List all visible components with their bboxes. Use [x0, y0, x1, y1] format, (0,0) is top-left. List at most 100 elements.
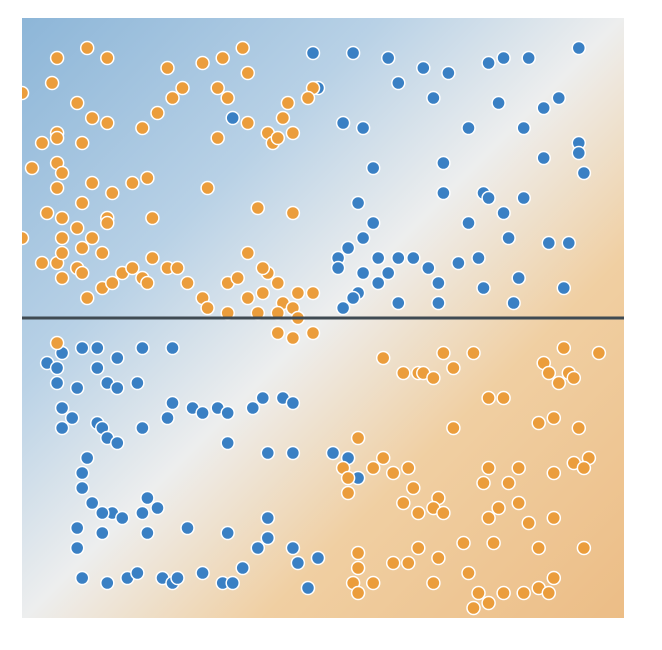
orange-data-point [456, 535, 471, 551]
blue-data-point [225, 110, 240, 126]
blue-data-point [436, 155, 451, 171]
blue-data-point [110, 350, 125, 366]
orange-data-point [365, 575, 381, 591]
blue-data-point [220, 525, 235, 541]
orange-data-point [255, 285, 271, 301]
blue-data-point [496, 205, 511, 221]
orange-data-point [24, 160, 40, 176]
blue-data-point [225, 575, 240, 591]
orange-data-point [54, 230, 70, 246]
blue-data-point [481, 190, 496, 206]
orange-data-point [100, 215, 115, 231]
orange-data-point [350, 560, 366, 576]
orange-data-point [54, 270, 70, 286]
orange-data-point [466, 345, 481, 361]
orange-data-point [350, 585, 366, 601]
blue-data-point [195, 565, 210, 581]
blue-data-point [571, 145, 587, 161]
blue-data-point [95, 525, 110, 541]
orange-data-point [285, 330, 301, 346]
orange-data-point [49, 180, 65, 196]
blue-data-point [536, 100, 551, 116]
blue-data-point [541, 235, 557, 251]
orange-data-point [481, 510, 496, 526]
orange-data-point [546, 570, 562, 586]
classification-plot [22, 18, 624, 618]
orange-data-point [49, 335, 65, 351]
blue-data-point [69, 540, 85, 556]
orange-data-point [240, 65, 256, 81]
blue-data-point [556, 280, 572, 296]
blue-data-point [471, 250, 486, 266]
orange-data-point [200, 180, 215, 196]
blue-data-point [516, 120, 531, 136]
blue-data-point [335, 115, 351, 131]
blue-data-point [285, 395, 301, 411]
orange-data-point [160, 60, 175, 76]
blue-data-point [130, 565, 145, 581]
blue-data-point [100, 575, 115, 591]
blue-data-point [79, 450, 95, 466]
blue-data-point [49, 375, 65, 391]
blue-data-point [576, 165, 592, 181]
orange-data-point [220, 90, 235, 106]
orange-data-point [150, 105, 165, 121]
blue-data-point [536, 150, 551, 166]
orange-data-point [431, 550, 446, 566]
orange-data-point [79, 40, 95, 56]
orange-data-point [44, 75, 60, 91]
blue-data-point [74, 480, 90, 496]
blue-data-point [135, 340, 150, 356]
scatter-plot-svg [22, 18, 624, 618]
orange-data-point [496, 390, 511, 406]
orange-data-point [270, 130, 286, 146]
orange-data-point [396, 365, 411, 381]
orange-data-point [84, 230, 100, 246]
orange-data-point [300, 90, 316, 106]
orange-data-point [340, 485, 356, 501]
blue-data-point [370, 250, 386, 266]
orange-data-point [250, 200, 266, 216]
orange-data-point [375, 350, 391, 366]
orange-data-point [215, 50, 230, 66]
blue-data-point [130, 375, 145, 391]
orange-data-point [591, 345, 607, 361]
blue-data-point [300, 580, 316, 596]
blue-data-point [365, 215, 381, 231]
blue-data-point [69, 520, 85, 536]
orange-data-point [541, 585, 557, 601]
blue-data-point [290, 555, 306, 571]
blue-data-point [74, 340, 90, 356]
orange-data-point [501, 475, 516, 491]
blue-data-point [561, 235, 577, 251]
blue-data-point [370, 275, 386, 291]
orange-data-point [49, 130, 65, 146]
blue-data-point [260, 510, 276, 526]
orange-data-point [69, 95, 85, 111]
blue-data-point [345, 290, 361, 306]
orange-data-point [240, 290, 256, 306]
orange-data-point [275, 110, 291, 126]
orange-data-point [375, 450, 391, 466]
blue-data-point [160, 410, 175, 426]
orange-data-point [571, 420, 587, 436]
orange-data-point [22, 230, 30, 246]
blue-data-point [340, 240, 356, 256]
blue-data-point [285, 445, 301, 461]
orange-data-point [235, 40, 250, 56]
orange-data-point [446, 360, 461, 376]
orange-data-point [105, 185, 120, 201]
orange-data-point [210, 80, 225, 96]
orange-data-point [385, 465, 401, 481]
blue-data-point [115, 510, 130, 526]
blue-data-point [516, 190, 531, 206]
orange-data-point [531, 415, 546, 431]
orange-data-point [466, 600, 481, 616]
orange-data-point [546, 410, 562, 426]
orange-data-point [84, 110, 100, 126]
orange-data-point [135, 120, 150, 136]
orange-data-point [54, 245, 70, 261]
orange-data-point [210, 130, 225, 146]
blue-data-point [476, 280, 491, 296]
blue-data-point [64, 410, 80, 426]
